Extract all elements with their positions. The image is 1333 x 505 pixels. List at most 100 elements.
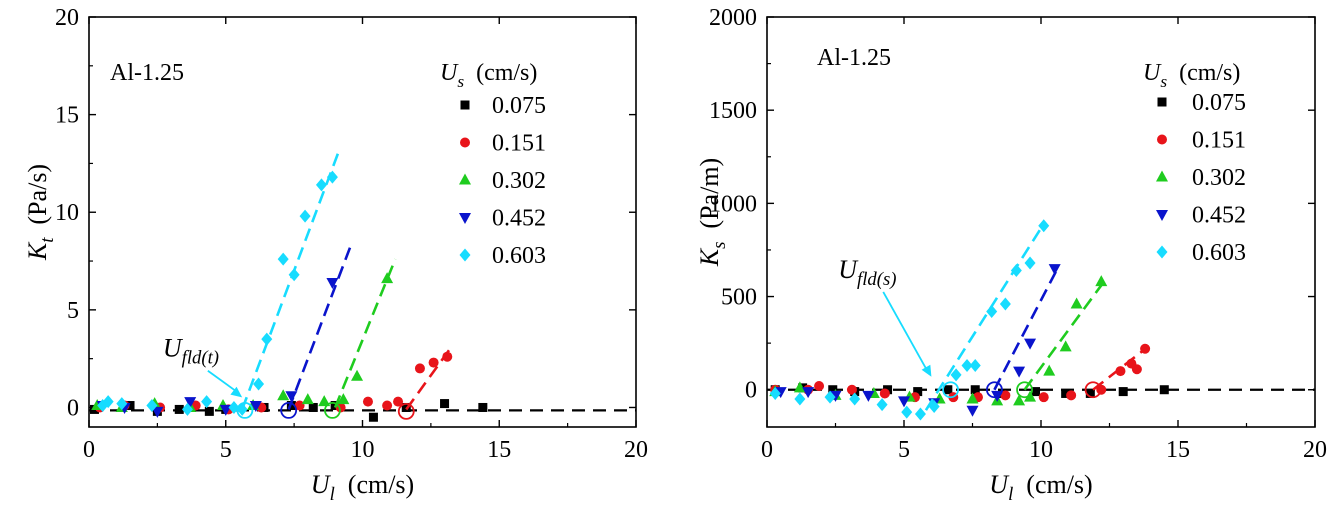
data-point (1038, 392, 1049, 403)
y-tick-label: 1500 (709, 98, 757, 124)
data-point (1038, 219, 1050, 233)
x-tick-label: 5 (898, 437, 910, 463)
data-point (1010, 263, 1022, 277)
data-point (146, 399, 158, 413)
data-point (393, 396, 404, 407)
data-point (201, 395, 213, 409)
data-point (1095, 275, 1108, 287)
transition-circle (324, 402, 341, 419)
data-point (326, 170, 338, 184)
fit-line (287, 243, 353, 410)
data-point (414, 363, 425, 374)
data-point (829, 390, 842, 402)
data-point (986, 304, 998, 318)
series-0.603 (97, 153, 340, 419)
series-0.452 (774, 264, 1061, 417)
x-tick-label: 15 (1166, 437, 1190, 463)
x-axis-label: Ul (cm/s) (989, 470, 1092, 505)
series-0.302 (91, 258, 397, 419)
data-point (428, 357, 439, 368)
data-point (478, 402, 488, 412)
data-point (969, 359, 981, 372)
data-point (862, 390, 875, 402)
data-point (308, 402, 318, 412)
data-point (442, 351, 453, 362)
data-point (898, 396, 910, 408)
legend-entry: 0.151 (492, 131, 546, 157)
legend-marker (459, 248, 471, 262)
data-point (116, 397, 128, 411)
x-tick-label: 10 (1029, 437, 1053, 463)
annotation-arrow-line (882, 291, 930, 374)
data-point (277, 252, 289, 266)
data-point (382, 400, 393, 411)
data-point (204, 406, 214, 416)
data-point (1131, 364, 1142, 375)
data-point (961, 359, 973, 372)
legend-entry: 0.302 (1192, 165, 1246, 191)
data-point (966, 392, 979, 404)
transition-circle (1016, 381, 1033, 399)
data-point (381, 272, 394, 284)
x-tick-label: 0 (761, 437, 773, 463)
transition-circle (942, 381, 959, 399)
annotation-label: Ufld(s) (838, 255, 896, 290)
data-point (1085, 388, 1095, 398)
data-point (1061, 388, 1071, 398)
data-point (824, 390, 836, 404)
data-point (174, 404, 184, 414)
transition-circle (236, 402, 254, 419)
fit-line (924, 223, 1045, 411)
legend-marker (459, 173, 471, 185)
data-point (793, 381, 806, 393)
y-tick-label: 2000 (709, 5, 757, 31)
legend-title: Us (cm/s) (1143, 60, 1240, 91)
data-point (1159, 385, 1169, 395)
y-tick-label: 5 (67, 298, 79, 324)
data-point (326, 278, 339, 290)
data-point (849, 392, 861, 406)
series-0.452 (96, 243, 353, 419)
data-point (184, 397, 197, 409)
data-point (943, 385, 953, 395)
x-tick-label: 20 (1303, 437, 1327, 463)
data-point (351, 369, 364, 381)
data-point (151, 406, 164, 418)
transition-circle (986, 381, 1003, 399)
data-point (261, 332, 273, 346)
data-point (1118, 387, 1128, 397)
data-point (828, 385, 838, 395)
fit-line (1023, 277, 1108, 391)
y-tick-label: 1000 (709, 191, 757, 217)
data-point (1115, 366, 1126, 377)
data-point (814, 381, 825, 391)
data-point (1031, 387, 1041, 397)
legend: Us (cm/s)0.075 0.151 0.302 0.452 0.603 (440, 60, 546, 269)
fit-line (333, 258, 397, 408)
data-point (769, 386, 781, 400)
data-point (1043, 364, 1056, 376)
legend-entry: 0.075 (492, 93, 546, 119)
data-point (913, 387, 923, 397)
data-point (362, 396, 373, 407)
annotation-arrow-head (921, 364, 932, 377)
panel-label: Al-1.25 (817, 45, 891, 71)
data-point (876, 398, 888, 412)
data-point (999, 297, 1011, 311)
data-point (1059, 340, 1072, 352)
data-point (315, 178, 327, 192)
data-point (1000, 390, 1011, 401)
transition-circle (280, 402, 298, 419)
data-point (774, 387, 787, 399)
legend-marker (460, 137, 470, 148)
legend-marker (1157, 97, 1167, 107)
annotation-label: Ufld(t) (163, 334, 219, 369)
data-point (1024, 256, 1036, 270)
x-tick-label: 10 (351, 437, 375, 463)
data-point (928, 400, 940, 413)
fit-line (1092, 345, 1149, 391)
x-axis-label: Ul (cm/s) (311, 470, 414, 505)
x-tick-label: 15 (487, 437, 511, 463)
data-point (288, 268, 300, 282)
y-tick-label: 15 (55, 103, 79, 129)
